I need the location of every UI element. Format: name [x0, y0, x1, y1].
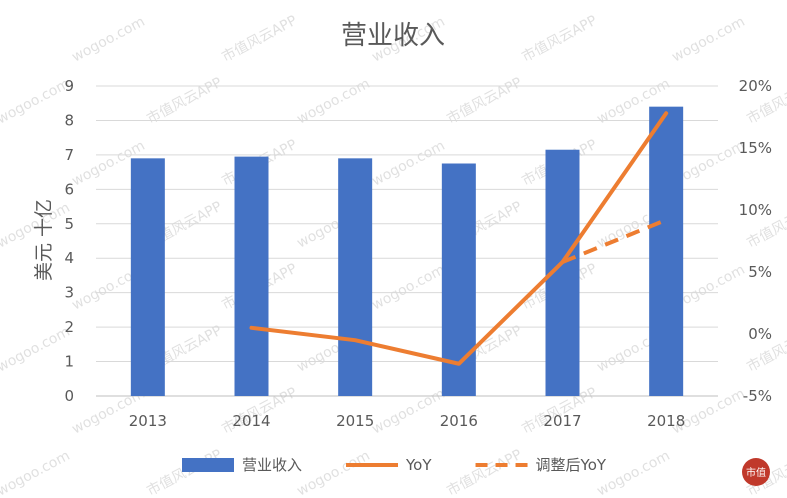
y-tick-label: 7: [64, 146, 74, 164]
y2-tick-label: 0%: [748, 325, 772, 343]
watermark-text: 市值风云APP: [444, 446, 525, 498]
watermark-text: 市值风云APP: [444, 0, 525, 4]
watermark-text: wogoo.com: [669, 14, 747, 66]
logo-seal-icon: [742, 458, 770, 486]
y2-tick-label: 15%: [739, 139, 772, 157]
logo-text: 市值: [746, 466, 766, 479]
y-tick-label: 0: [64, 387, 74, 405]
legend-label: 调整后YoY: [536, 456, 607, 474]
bar: [234, 156, 269, 396]
watermark-text: wogoo.com: [294, 76, 372, 128]
bar: [441, 163, 476, 396]
watermark-text: wogoo.com: [594, 448, 672, 498]
yoy-line: [249, 111, 669, 366]
watermark-text: wogoo.com: [369, 262, 447, 314]
watermark-text: wogoo.com: [0, 76, 73, 128]
bar-series: [130, 106, 684, 397]
x-tick-label: 2018: [647, 412, 685, 430]
y2-tick-label: 5%: [748, 263, 772, 281]
y-tick-label: 9: [64, 77, 74, 95]
adjusted-yoy-line: [561, 218, 667, 264]
bar: [130, 158, 165, 396]
y2-tick-label: -5%: [743, 387, 772, 405]
x-tick-label: 2016: [440, 412, 478, 430]
y-tick-label: 6: [64, 180, 74, 198]
logo: 市值: [742, 458, 770, 486]
watermark-text: 市值风云APP: [519, 12, 600, 66]
watermark-text: wogoo.com: [0, 324, 73, 376]
legend-swatch: [182, 458, 234, 472]
watermark-text: 市值风云APP: [744, 0, 787, 4]
y2-tick-label: 10%: [739, 201, 772, 219]
chart-title: 营业收入: [341, 21, 445, 51]
bar: [338, 158, 373, 396]
legend: 营业收入 YoY 调整后YoY: [182, 456, 607, 474]
bar: [649, 106, 684, 397]
watermark-text: wogoo.com: [294, 0, 372, 4]
x-tick-label: 2014: [232, 412, 270, 430]
watermark-text: wogoo.com: [0, 0, 73, 4]
watermark-text: wogoo.com: [0, 448, 73, 498]
watermark-text: 市值风云APP: [219, 12, 300, 66]
y-axis-label: 美元 十亿: [33, 199, 55, 281]
axes: 0 1 2 3 4 5 6 7 8 9 -5% 0% 5% 10% 15% 20% 2013 2014 2015 20…: [64, 77, 772, 430]
legend-label: 营业收入: [242, 456, 302, 474]
watermark-text: 市值风云APP: [144, 74, 225, 128]
watermark-text: wogoo.com: [594, 0, 672, 4]
y-tick-label: 4: [64, 249, 74, 267]
watermark-text: wogoo.com: [369, 386, 447, 438]
watermark-text: 市值风云APP: [144, 0, 225, 4]
y-tick-label: 5: [64, 215, 74, 233]
watermark-text: wogoo.com: [294, 448, 372, 498]
y2-tick-label: 20%: [739, 77, 772, 95]
y-tick-label: 2: [64, 318, 74, 336]
x-tick-label: 2017: [543, 412, 581, 430]
watermark-text: wogoo.com: [369, 138, 447, 190]
y-tick-label: 8: [64, 111, 74, 129]
watermark-text: 市值风云APP: [444, 74, 525, 128]
x-tick-label: 2015: [336, 412, 374, 430]
watermark-text: wogoo.com: [69, 14, 147, 66]
line-series: [249, 111, 669, 366]
y-tick-label: 1: [64, 353, 74, 371]
x-tick-label: 2013: [129, 412, 167, 430]
legend-label: YoY: [405, 456, 432, 474]
y-tick-label: 3: [64, 284, 74, 302]
